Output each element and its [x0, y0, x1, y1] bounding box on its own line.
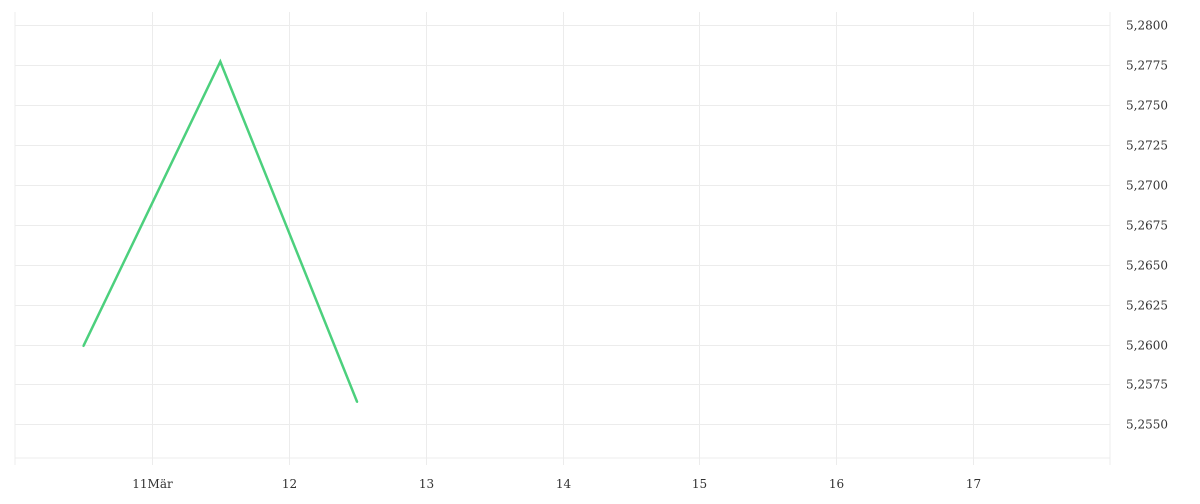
y-tick-label: 5,2550 — [1126, 418, 1168, 432]
x-tick-label: 12 — [282, 477, 297, 491]
y-tick-label: 5,2675 — [1126, 219, 1168, 233]
y-tick-label: 5,2575 — [1126, 378, 1168, 392]
x-tick-label: 14 — [556, 477, 572, 491]
data-point — [82, 345, 85, 348]
series-group — [82, 58, 359, 404]
y-tick-label: 5,2750 — [1126, 99, 1168, 113]
y-tick-label: 5,2800 — [1126, 19, 1168, 33]
y-tick-label: 5,2700 — [1126, 179, 1168, 193]
x-tick-label: 15 — [692, 477, 707, 491]
x-tick-label: 17 — [966, 477, 981, 491]
x-tick-label: 16 — [829, 477, 844, 491]
y-tick-label: 5,2625 — [1126, 299, 1168, 313]
y-tick-label: 5,2725 — [1126, 139, 1168, 153]
data-point — [219, 60, 222, 63]
data-point — [356, 401, 359, 404]
x-tick-label: 11Mär — [132, 477, 173, 491]
grid — [14, 12, 1111, 465]
y-tick-label: 5,2775 — [1126, 59, 1168, 73]
axes: 5,2550 5,2575 5,2600 5,2625 5,2650 5,2675 5,27… — [132, 19, 1168, 492]
x-tick-label: 13 — [419, 477, 434, 491]
y-tick-label: 5,2600 — [1126, 339, 1168, 353]
series-line — [82, 58, 359, 403]
y-tick-label: 5,2650 — [1126, 259, 1168, 273]
